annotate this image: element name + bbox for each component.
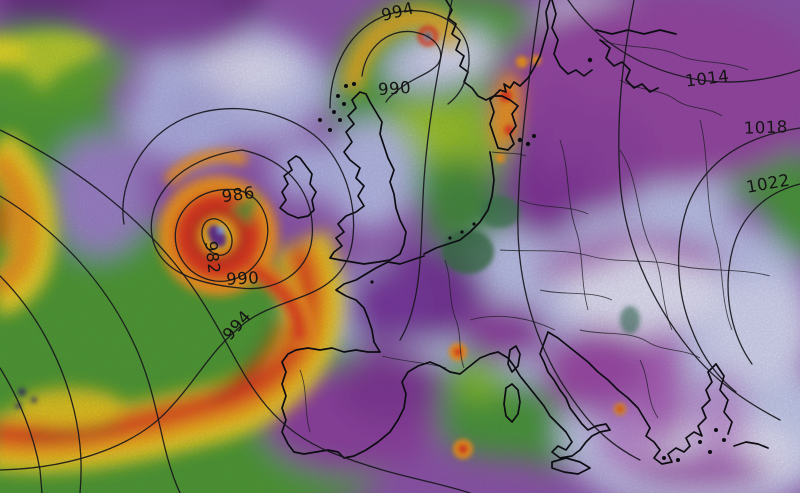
coastline-baltic-east xyxy=(599,39,659,93)
coastline-sicily xyxy=(551,457,591,475)
coastline-norway-sweden xyxy=(445,0,551,101)
isobar-label-982: 982 xyxy=(201,240,223,275)
coastline-ireland xyxy=(279,155,317,219)
coastline-aegean-turkey xyxy=(715,363,733,435)
isobar-1018 xyxy=(678,127,800,393)
isobar-label-990: 990 xyxy=(226,268,260,289)
isobar-990-main xyxy=(150,149,314,290)
coastline-sardinia xyxy=(503,383,521,423)
coastline-crete xyxy=(733,441,769,449)
coastline-gulf-of-finland xyxy=(595,29,677,35)
isobar-label-986: 986 xyxy=(221,183,256,206)
coastline-france-iberia xyxy=(281,255,499,459)
isobar-label-1018: 1018 xyxy=(743,117,788,138)
coastline-denmark xyxy=(489,95,519,151)
coastline-baltic xyxy=(551,0,593,77)
coastline-balkans-greece xyxy=(547,331,717,465)
isobar-1014 xyxy=(567,0,800,83)
coastline-corsica xyxy=(507,345,521,373)
isobar-982 xyxy=(201,218,233,256)
coastline-north-sea-continent xyxy=(423,151,495,255)
isobar-994-norway xyxy=(329,10,470,109)
coastlines-layer xyxy=(279,0,769,475)
isobar-986 xyxy=(174,188,269,282)
isobar-994-main xyxy=(0,107,355,471)
coastline-great-britain xyxy=(329,91,407,265)
isobar-label-990: 990 xyxy=(377,78,411,99)
coastline-italy xyxy=(497,331,611,459)
isobar-1022 xyxy=(727,183,800,365)
isobar-990-norway xyxy=(361,30,442,103)
